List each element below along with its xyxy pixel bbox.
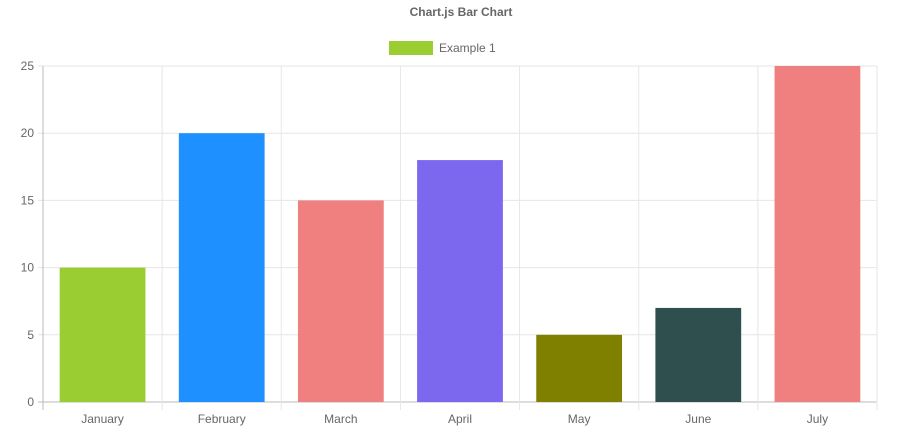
bar-may[interactable] [536,334,623,402]
y-tick-labels: 0 5 10 15 20 25 [21,59,35,409]
y-tick-label: 10 [21,261,35,275]
x-tick-label: May [568,412,591,426]
bar-february[interactable] [178,133,265,402]
x-tick-labels: January February March April May June July [81,412,828,426]
x-tick-label: February [198,412,246,426]
legend-swatch [389,41,433,55]
bar-april[interactable] [417,160,503,402]
x-tick-label: March [324,412,357,426]
x-tick-label: April [448,412,472,426]
y-tick-label: 15 [21,193,35,207]
x-tick-label: June [685,412,711,426]
y-tick-label: 5 [27,328,34,342]
y-tick-label: 20 [21,126,35,140]
y-tick-label: 0 [27,395,34,409]
bar-march[interactable] [297,200,384,402]
legend[interactable]: Example 1 [389,41,496,55]
legend-label: Example 1 [439,41,496,55]
x-tick-label: January [81,412,124,426]
bar-june[interactable] [655,307,742,402]
chart-title: Chart.js Bar Chart [410,5,513,19]
bar-july[interactable] [774,66,861,402]
y-tick-label: 25 [21,59,35,73]
bars [59,66,861,402]
x-tick-label: July [807,412,828,426]
grid [38,65,878,410]
bar-january[interactable] [59,267,146,402]
